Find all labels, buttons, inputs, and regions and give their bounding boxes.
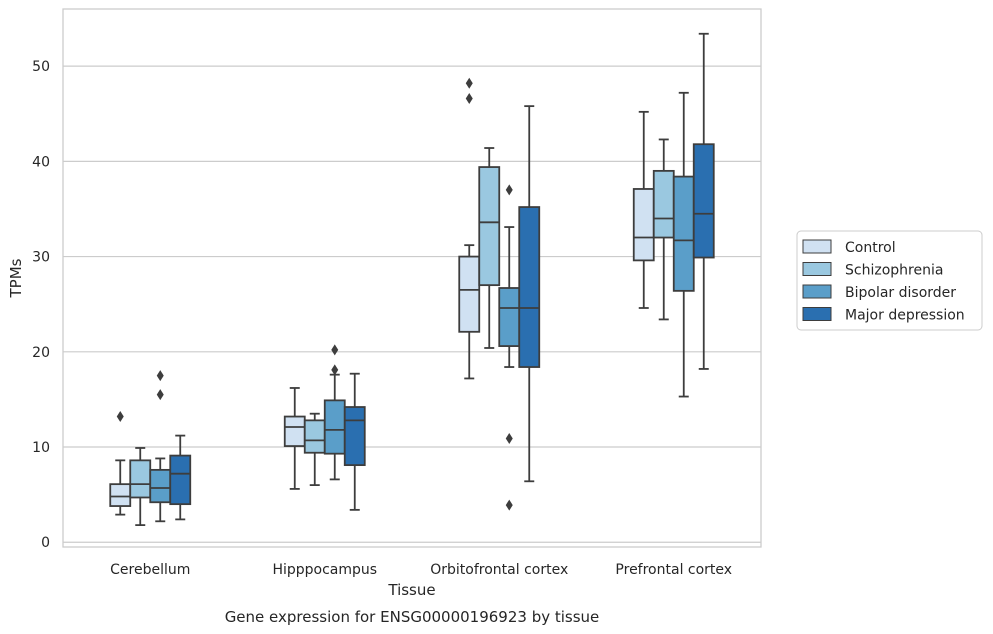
box-iqr [283,415,306,447]
y-tick-label-3: 30 [32,250,50,266]
outlier-0 [116,411,124,423]
box-iqr [343,406,366,467]
legend-label-2: Bipolar disorder [845,285,956,301]
y-tick-label-1: 10 [32,440,50,456]
box-schizophrenia-1 [303,412,326,487]
x-tick-label-1: Hipppocampus [272,562,377,578]
box-iqr [458,255,481,333]
x-axis-label: Tissue [387,581,435,599]
box-iqr [169,454,192,506]
box-iqr [129,459,152,499]
box-iqr [652,169,675,239]
box-control-2 [458,77,481,380]
outlier-0 [331,364,339,376]
gridlines [63,65,761,543]
chart-caption: Gene expression for ENSG00000196923 by t… [225,608,600,626]
box-control-3 [632,110,655,309]
legend-swatch-1 [802,262,832,276]
x-tick-label-3: Prefrontal cortex [615,562,732,578]
legend-swatch-3 [802,307,832,321]
x-tick-label-2: Orbitofrontal cortex [430,562,568,578]
box-iqr [303,419,326,454]
legend-label-3: Major depression [845,308,965,324]
box-iqr [498,287,521,347]
box-schizophrenia-0 [129,447,152,526]
y-tick-label-0: 0 [41,535,50,551]
legend-items: Control Schizophrenia Bipolar disorder Majo… [802,239,965,324]
outlier-0 [465,93,473,105]
box-series-layer [109,32,715,526]
box-major-depression-2 [518,105,541,483]
box-major-depression-1 [343,372,366,511]
box-control-1 [283,387,306,490]
box-bipolar-disorder-2 [498,184,521,511]
box-iqr [518,206,541,368]
outlier-2 [505,184,513,196]
box-iqr [632,188,655,262]
x-tick-labels: Cerebellum Hipppocampus Orbitofrontal cort… [110,562,732,578]
legend-frame [796,230,983,331]
box-schizophrenia-3 [652,138,675,321]
y-axis-label: TPMs [7,258,25,298]
plot-frame [62,8,762,548]
y-tick-labels: 0 10 20 30 40 50 [32,59,50,551]
box-iqr [109,483,132,507]
legend-swatch-2 [802,284,832,299]
box-schizophrenia-2 [478,147,501,349]
box-major-depression-3 [692,32,715,370]
outlier-1 [156,370,164,382]
box-bipolar-disorder-3 [672,91,695,398]
y-tick-label-4: 40 [32,154,50,170]
legend-swatch-0 [802,239,832,254]
box-iqr [323,399,346,455]
box-iqr [672,175,695,292]
y-tick-label-2: 20 [32,345,50,361]
outlier-1 [331,344,339,356]
box-iqr [692,143,715,259]
box-control-0 [109,411,132,516]
outlier-0 [156,389,164,401]
box-iqr [478,166,501,287]
legend-label-1: Schizophrenia [845,263,943,279]
x-tick-label-0: Cerebellum [110,562,190,578]
box-bipolar-disorder-0 [149,370,172,523]
outlier-0 [505,499,513,511]
outlier-1 [505,432,513,444]
box-bipolar-disorder-1 [323,344,346,481]
y-tick-label-5: 50 [32,59,50,75]
outlier-1 [465,77,473,89]
legend-label-0: Control [845,240,896,256]
box-iqr [149,468,172,504]
box-major-depression-0 [169,434,192,521]
legend: Control Schizophrenia Bipolar disorder Majo… [796,230,983,331]
